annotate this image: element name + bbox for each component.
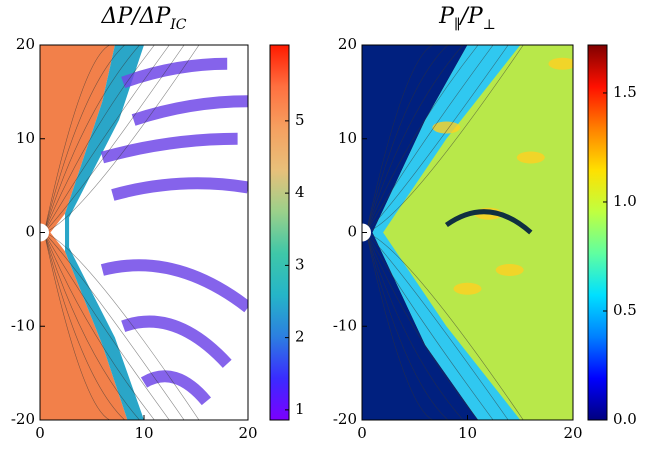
field-line [44, 45, 200, 233]
field-line [43, 45, 125, 233]
x-tick-label: 0 [357, 424, 367, 442]
x-tick-label: 20 [238, 424, 257, 442]
x-tick-label: 20 [563, 424, 582, 442]
y-tick-label: 0 [25, 223, 35, 241]
field-blob [516, 151, 545, 164]
field-line [43, 232, 170, 420]
field-line [43, 45, 155, 233]
y-tick-label: 10 [16, 129, 35, 147]
field-line [365, 232, 479, 420]
y-tick-label: -10 [11, 316, 35, 334]
field-region [372, 45, 521, 420]
field-line [365, 45, 449, 233]
field-line [43, 232, 155, 420]
field-streak [111, 177, 248, 201]
title-part: /P [458, 4, 483, 29]
field-line [365, 232, 494, 420]
chart-title: P∥/P⊥ [438, 4, 496, 33]
field-line [43, 45, 140, 233]
colorbar-tick-label: 0.0 [613, 410, 637, 428]
y-tick-label: 0 [347, 223, 357, 241]
field-line [43, 45, 110, 233]
field-line [365, 45, 494, 233]
field-line [365, 232, 464, 420]
field-streak [444, 209, 533, 235]
y-tick-label: 20 [338, 35, 357, 53]
colorbar-tick-label: 4 [295, 183, 305, 201]
colorbar-tick-label: 5 [295, 111, 305, 129]
field-line [43, 232, 185, 420]
field-region [40, 45, 128, 420]
field-blob [548, 57, 573, 70]
field-line [366, 45, 524, 233]
x-tick-label: 0 [35, 424, 45, 442]
field [40, 45, 248, 420]
field-line [44, 232, 200, 420]
colorbar-tick-label: 3 [295, 255, 305, 273]
colorbar-tick-label: 1.0 [613, 192, 637, 210]
field-line [365, 232, 449, 420]
field-line [366, 232, 524, 420]
field-line [365, 45, 479, 233]
field-region [362, 45, 479, 420]
field-line [365, 45, 509, 233]
field-region [65, 45, 144, 420]
title-part: ΔP/ΔP [100, 4, 171, 29]
field-line [43, 232, 140, 420]
y-tick-label: 10 [338, 129, 357, 147]
colorbar-tick-label: 1.5 [613, 83, 637, 101]
colorbar [587, 44, 608, 421]
field-blob [432, 121, 461, 134]
field-line [365, 232, 433, 420]
y-tick-label: 20 [16, 35, 35, 53]
title-part: ⊥ [483, 17, 496, 33]
colorbar [269, 44, 290, 421]
field-streak [100, 132, 238, 164]
colorbar-tick-label: 2 [295, 328, 305, 346]
field-line [365, 45, 433, 233]
title-part: ∥ [454, 17, 460, 33]
title-part: P [438, 4, 455, 29]
x-tick-label: 10 [134, 424, 153, 442]
y-tick-label: -20 [333, 410, 357, 428]
field [362, 45, 573, 420]
field-streak [131, 95, 248, 126]
x-tick-label: 10 [458, 424, 477, 442]
field-streak [140, 370, 212, 406]
colorbar-tick-label: 1 [295, 400, 305, 418]
field-blob [495, 264, 524, 276]
field-line [365, 232, 509, 420]
field-line [43, 232, 125, 420]
field-streak [121, 57, 228, 89]
field-blob [453, 282, 482, 295]
colorbar-tick-label: 0.5 [613, 301, 637, 319]
y-tick-label: -20 [11, 410, 35, 428]
field-streak [100, 259, 248, 313]
field-line [365, 45, 464, 233]
field-line [43, 45, 170, 233]
title-part: IC [169, 17, 187, 33]
field-line [43, 45, 185, 233]
field-streak [121, 315, 232, 368]
y-tick-label: -10 [333, 316, 357, 334]
chart-title: ΔP/ΔPIC [100, 4, 186, 33]
field-line [43, 232, 110, 420]
